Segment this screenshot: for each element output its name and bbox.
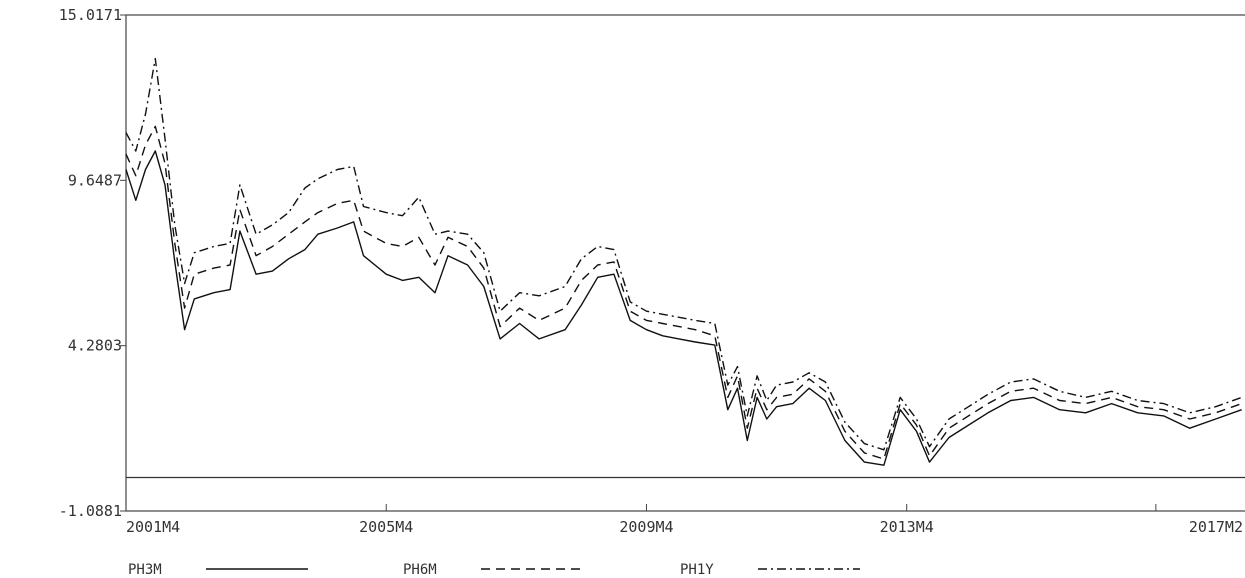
plot-border	[125, 14, 1245, 512]
series-line-ph3m	[125, 150, 1242, 466]
x-axis: 2001M4 2005M4 2009M4 2013M4 2017M2	[125, 504, 1243, 536]
x-tick-label: 2009M4	[619, 518, 673, 536]
y-tick-label: -1.0881	[59, 502, 122, 520]
x-tick-label: 2013M4	[880, 518, 934, 536]
series-line-ph6m	[125, 125, 1242, 460]
x-tick-label: 2001M4	[126, 518, 180, 536]
legend-label-ph6m: PH6M	[403, 562, 437, 578]
series-lines	[125, 57, 1242, 466]
x-tick-label: 2017M2	[1189, 518, 1243, 536]
y-tick-label: 15.0171	[59, 6, 122, 24]
legend-label-ph3m: PH3M	[128, 562, 162, 578]
y-tick-label: 9.6487	[68, 171, 122, 189]
series-line-ph1y	[125, 57, 1242, 451]
x-tick-label: 2005M4	[359, 518, 413, 536]
y-tick-label: 4.2803	[68, 337, 122, 355]
plot-frame	[125, 14, 1245, 512]
legend: PH3M PH6M PH1Y	[128, 562, 860, 578]
legend-label-ph1y: PH1Y	[680, 562, 714, 578]
y-axis: 15.0171 9.6487 4.2803 -1.0881	[59, 6, 126, 520]
